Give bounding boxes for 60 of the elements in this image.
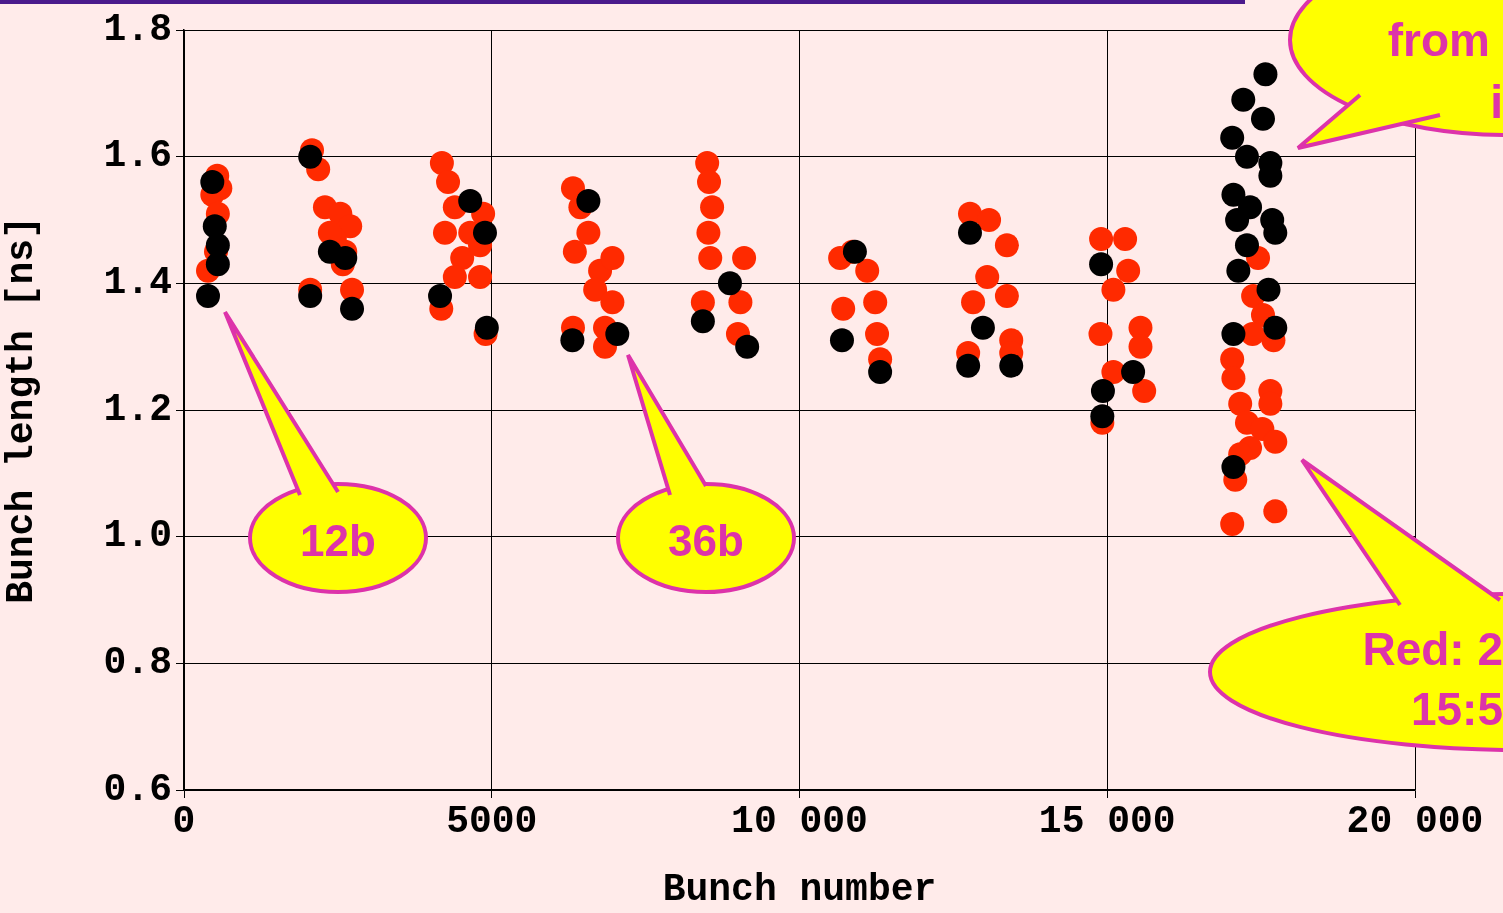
annotation: 12b <box>300 516 376 565</box>
point <box>1253 62 1278 87</box>
point <box>1231 87 1256 112</box>
point <box>1250 106 1275 131</box>
point <box>735 334 760 359</box>
point <box>1221 182 1246 207</box>
point <box>298 284 323 308</box>
point <box>458 189 483 213</box>
point <box>829 328 854 353</box>
point <box>1221 455 1246 479</box>
y-axis-title: Bunch length [ns] <box>0 216 44 604</box>
x-tick-label: 10 000 <box>731 800 868 844</box>
point <box>970 315 995 340</box>
x-tick-label: 0 <box>172 800 196 844</box>
x-tick-label: 20 000 <box>1346 800 1484 844</box>
point <box>1220 125 1245 150</box>
point <box>202 214 227 239</box>
point <box>576 189 601 213</box>
point <box>1263 315 1288 340</box>
point <box>428 284 453 308</box>
point <box>1238 195 1263 220</box>
point <box>196 284 221 308</box>
point <box>1090 379 1115 403</box>
annotation: Red: 2 15:5 <box>1362 623 1503 735</box>
point <box>298 144 323 169</box>
point <box>1234 144 1259 169</box>
point <box>999 353 1024 378</box>
point <box>1263 220 1288 245</box>
point <box>957 220 982 245</box>
point <box>340 296 365 321</box>
y-tick-label: 0.8 <box>103 640 172 684</box>
point <box>1089 252 1114 277</box>
y-tick-label: 1.0 <box>103 514 172 558</box>
x-tick-label: 15 000 <box>1038 800 1176 844</box>
point <box>1226 258 1251 283</box>
annotation: 36b <box>668 516 744 565</box>
point <box>717 271 742 296</box>
point <box>868 360 893 384</box>
point <box>474 315 499 340</box>
y-tick-label: 1.2 <box>103 387 172 431</box>
point <box>1090 404 1115 429</box>
annotation: from i <box>1387 14 1503 128</box>
point <box>333 246 358 270</box>
point <box>472 220 497 245</box>
y-tick-label: 0.6 <box>103 767 172 811</box>
x-tick-label: 5000 <box>446 800 538 844</box>
point <box>560 328 585 353</box>
point <box>205 233 230 258</box>
y-tick-label: 1.4 <box>103 260 172 304</box>
point <box>1256 277 1281 302</box>
point <box>1221 322 1246 346</box>
point <box>605 322 630 346</box>
point <box>956 353 981 378</box>
point <box>200 170 225 194</box>
y-tick-label: 1.6 <box>103 134 172 178</box>
y-tick-label: 1.8 <box>103 7 172 51</box>
point <box>1234 233 1259 258</box>
point <box>1121 360 1146 384</box>
point <box>690 309 715 334</box>
x-axis-title: Bunch number <box>662 867 937 911</box>
